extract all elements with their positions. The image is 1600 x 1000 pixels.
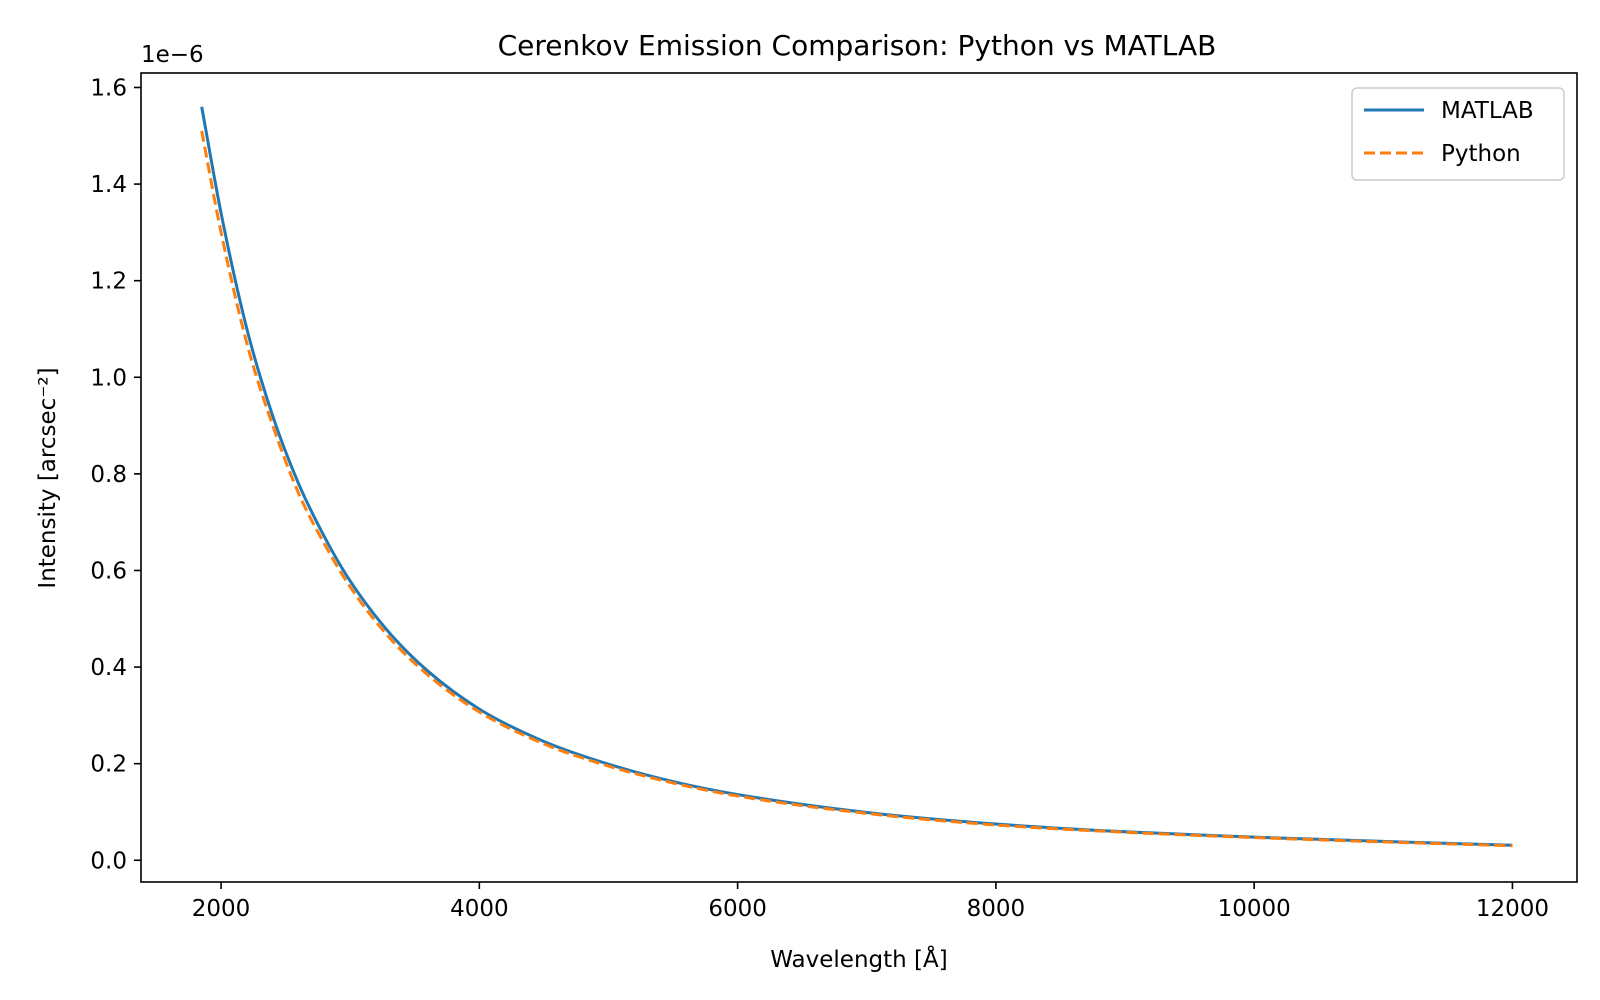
y-tick-label: 0.4 (90, 655, 127, 681)
chart-title: Cerenkov Emission Comparison: Python vs … (498, 29, 1217, 62)
plot-frame (140, 72, 1578, 883)
x-axis-label: Wavelength [Å] (770, 945, 947, 973)
plot-lines (200, 106, 1513, 848)
y-axis-ticks: 0.0 0.2 0.4 0.6 0.8 1.0 1.2 1.4 1.6 (90, 75, 141, 874)
legend: MATLAB Python (1351, 87, 1565, 181)
legend-label-matlab: MATLAB (1441, 98, 1534, 124)
y-axis-label: Intensity [arcsec⁻²] (35, 367, 61, 588)
y-tick-label: 1.6 (90, 75, 127, 101)
x-tick-label: 6000 (708, 896, 767, 922)
x-tick-label: 8000 (967, 896, 1026, 922)
x-axis-ticks: 2000 4000 6000 8000 10000 12000 (192, 882, 1549, 922)
x-tick-label: 2000 (192, 896, 251, 922)
x-tick-label: 10000 (1218, 896, 1291, 922)
series-line-matlab (200, 106, 1513, 847)
x-tick-label: 4000 (450, 896, 509, 922)
y-tick-label: 0.8 (90, 462, 127, 488)
y-tick-label: 0.2 (90, 752, 127, 778)
series-line-python (200, 130, 1513, 848)
y-offset-label: 1e−6 (141, 42, 204, 68)
y-tick-label: 0.0 (90, 848, 127, 874)
y-tick-label: 1.0 (90, 365, 127, 391)
y-tick-label: 0.6 (90, 558, 127, 584)
y-tick-label: 1.4 (90, 172, 127, 198)
legend-label-python: Python (1441, 141, 1521, 167)
x-tick-label: 12000 (1476, 896, 1549, 922)
y-tick-label: 1.2 (90, 269, 127, 295)
